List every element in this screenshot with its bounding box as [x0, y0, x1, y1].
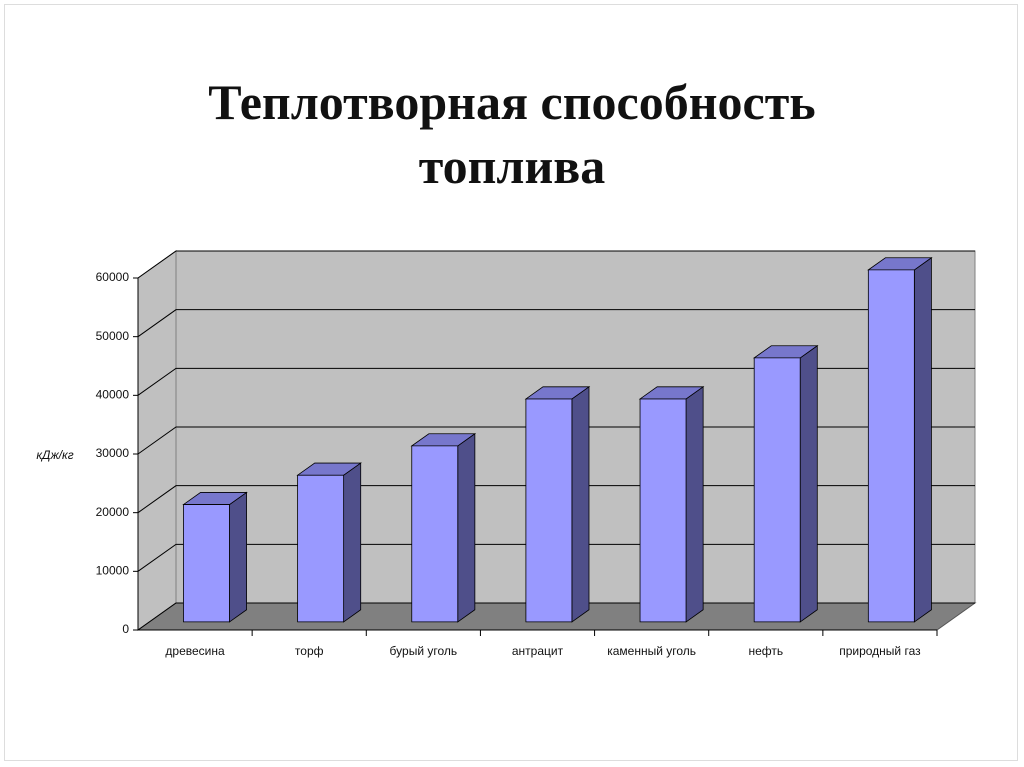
x-tick-label: природный газ	[839, 644, 921, 658]
grid-line	[137, 543, 975, 572]
x-tick-label: каменный уголь	[607, 644, 697, 658]
x-tick-label: бурый уголь	[389, 644, 458, 658]
y-tick-label: 50000	[96, 329, 130, 343]
bar-side	[799, 344, 818, 623]
bar-front	[753, 357, 801, 623]
y-tick-label: 0	[122, 622, 129, 636]
bar	[867, 256, 933, 623]
y-tick-label: 20000	[96, 505, 130, 519]
y-tick-label: 30000	[96, 446, 130, 460]
bar-side	[571, 386, 590, 623]
bar	[524, 386, 591, 623]
bar-front	[639, 398, 687, 623]
y-tick-label: 40000	[96, 388, 130, 402]
grid-line	[137, 250, 975, 279]
bar	[752, 344, 819, 623]
bar-side	[229, 491, 247, 623]
bar-side	[913, 256, 932, 623]
grid-line	[137, 367, 975, 396]
bar-front	[411, 445, 459, 623]
bar-side	[685, 386, 704, 623]
bar-side	[343, 462, 362, 623]
bar	[410, 432, 477, 623]
bar	[638, 386, 705, 623]
grid-line	[137, 309, 975, 338]
y-tick-label: 10000	[96, 564, 130, 578]
grid-line	[137, 485, 975, 514]
grid-line	[137, 602, 975, 631]
bar-front	[297, 474, 345, 623]
bar-side	[457, 432, 476, 623]
bar	[296, 462, 362, 623]
chart-title: Теплотворная способность топлива	[208, 74, 816, 194]
slide-frame	[4, 4, 1018, 761]
bar-front	[867, 269, 915, 623]
grid-line	[137, 426, 975, 455]
x-tick-label: антрацит	[511, 644, 564, 658]
y-tick-label: 60000	[96, 270, 130, 284]
x-tick-label: торф	[294, 644, 324, 658]
x-tick-label: нефть	[748, 644, 784, 658]
y-axis-label: кДж/кг	[36, 448, 73, 462]
bar-front	[183, 504, 230, 623]
x-tick-label: древесина	[165, 644, 225, 658]
bar-front	[525, 398, 573, 623]
bar	[182, 491, 248, 623]
